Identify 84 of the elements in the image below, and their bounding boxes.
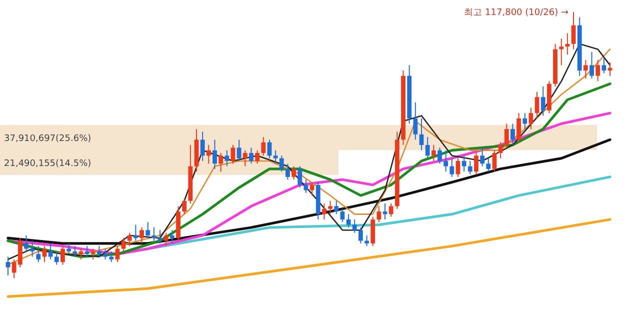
candlestick xyxy=(292,166,296,180)
candlestick xyxy=(462,155,466,172)
candlestick xyxy=(468,160,472,175)
candlestick xyxy=(571,12,576,50)
candlestick xyxy=(236,139,242,162)
candlestick xyxy=(413,102,418,140)
candlestick xyxy=(498,142,503,159)
candlestick xyxy=(358,226,363,244)
candlestick xyxy=(230,144,236,164)
candlestick xyxy=(255,150,260,164)
candlestick xyxy=(103,248,108,260)
candlestick xyxy=(444,150,448,172)
candlestick xyxy=(170,230,174,244)
candlestick xyxy=(115,246,120,263)
candlestick xyxy=(596,59,600,82)
candlestick xyxy=(36,246,41,263)
candlestick xyxy=(84,246,90,258)
candlestick xyxy=(133,224,138,242)
candlestick xyxy=(72,246,78,258)
candlestick xyxy=(200,131,205,162)
candlestick xyxy=(97,246,102,258)
candlestick xyxy=(60,246,65,266)
candlestick xyxy=(370,216,376,247)
candlestick xyxy=(540,86,546,116)
candlestick xyxy=(340,208,345,223)
candlestick xyxy=(534,91,540,119)
candlestick xyxy=(364,234,369,247)
candlestick xyxy=(42,246,47,263)
candlestick xyxy=(261,136,266,156)
candlestick xyxy=(522,112,528,130)
candlestick xyxy=(583,59,588,79)
data-label: 21,490,155(14.5%) xyxy=(4,159,92,169)
candlestick xyxy=(218,152,224,172)
candlestick xyxy=(212,139,217,170)
candlestick xyxy=(510,123,515,146)
candlestick xyxy=(480,147,485,167)
candlestick xyxy=(127,232,132,247)
candlestick xyxy=(352,218,357,234)
candlestick xyxy=(590,51,594,79)
candlestick xyxy=(146,222,150,239)
candlestick xyxy=(54,250,59,266)
candlestick xyxy=(504,123,509,148)
candlestick xyxy=(419,118,424,151)
candlestick xyxy=(450,158,454,178)
candlestick xyxy=(516,112,521,143)
candlestick xyxy=(565,32,570,56)
candlestick xyxy=(492,150,497,172)
candlestick xyxy=(48,242,53,260)
annotation: 최고 117,800 (10/26) → xyxy=(464,8,569,18)
candlestick xyxy=(279,155,284,172)
candlestick xyxy=(30,240,35,258)
candlestick xyxy=(24,234,28,252)
candlestick xyxy=(322,203,326,220)
candlestick xyxy=(438,147,442,164)
candlestick xyxy=(486,158,491,172)
candlestick xyxy=(164,232,168,247)
candlestick xyxy=(474,152,478,175)
candlestick xyxy=(109,250,114,263)
candlestick xyxy=(602,56,606,74)
candlestick xyxy=(328,200,332,215)
candlestick xyxy=(431,144,436,162)
candlestick xyxy=(273,150,278,164)
candlestick xyxy=(242,150,248,167)
candlestick xyxy=(224,150,230,167)
candlestick xyxy=(286,163,290,180)
candlestick xyxy=(388,203,394,218)
candlestick xyxy=(528,107,534,130)
candlestick xyxy=(559,38,564,66)
candlestick xyxy=(376,206,382,223)
candlestick xyxy=(206,144,211,164)
candlestick xyxy=(6,256,10,276)
candlestick xyxy=(90,248,96,260)
candlestick xyxy=(346,214,351,228)
data-label: 37,910,697(25.6%) xyxy=(4,134,92,144)
candlestick xyxy=(334,200,339,215)
candlestick xyxy=(66,242,72,255)
candlestick xyxy=(425,136,430,159)
candlestick xyxy=(182,198,187,215)
candlestick xyxy=(158,230,162,244)
candlestick xyxy=(298,166,302,188)
candlestick xyxy=(456,158,460,178)
candlestick xyxy=(152,226,156,242)
candlestick xyxy=(249,147,254,164)
candlestick xyxy=(140,226,144,244)
